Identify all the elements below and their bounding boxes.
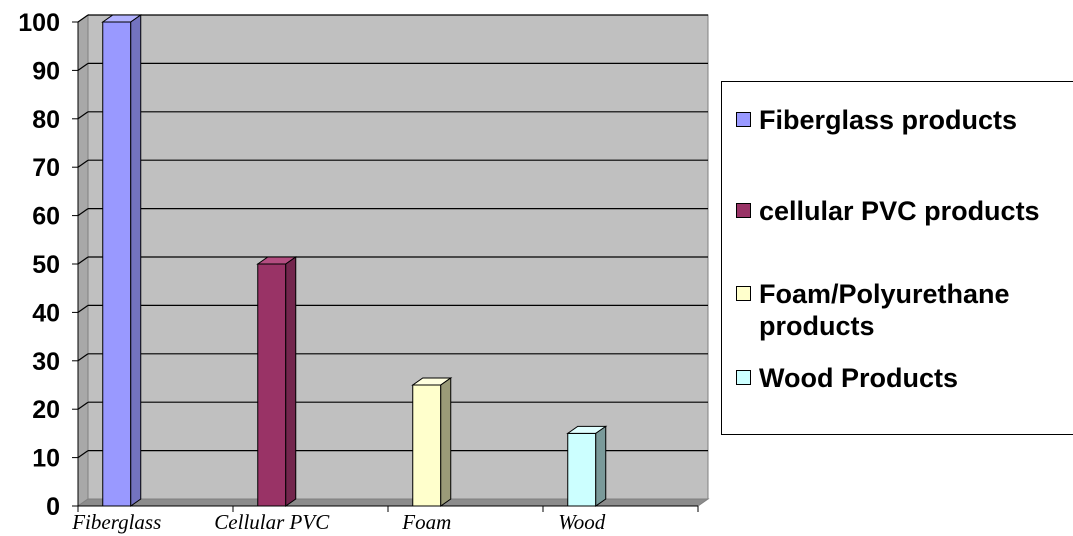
y-tick-label: 10 [32, 445, 60, 473]
gridline-side [77, 14, 89, 23]
bar-side [285, 256, 297, 507]
bar-side [440, 377, 452, 507]
gridline-side [77, 208, 89, 217]
y-tick-label: 40 [32, 299, 60, 327]
x-tick-label: Foam [401, 510, 451, 534]
legend-label: Wood Products [759, 363, 958, 393]
gridline-side [77, 401, 89, 410]
y-tick-label: 0 [46, 493, 60, 521]
legend-label: cellular PVC products [759, 196, 1040, 226]
bar-front [102, 21, 132, 507]
gridline-side [77, 353, 89, 362]
y-tick-label: 30 [32, 348, 60, 376]
y-tick-label: 50 [32, 251, 60, 279]
bar-side [130, 14, 142, 507]
gridline-side [77, 159, 89, 168]
legend-item: Fiberglass products [736, 104, 1073, 136]
legend-item: Wood Products [736, 362, 1073, 394]
bar-front [412, 384, 442, 507]
legend-swatch [736, 203, 751, 218]
bar-front [257, 263, 287, 507]
x-axis-ticks: Fiberglass Cellular PVC Foam Wood [71, 505, 699, 534]
y-axis-ticks: 0 10 20 30 40 50 60 70 80 90 100 [18, 9, 79, 521]
floor [76, 498, 710, 507]
legend-swatch [736, 286, 751, 301]
legend-swatch [736, 112, 751, 127]
y-tick-label: 70 [32, 154, 60, 182]
y-tick-label: 100 [18, 9, 60, 37]
y-tick-label: 20 [32, 396, 60, 424]
x-tick-label: Wood [558, 510, 606, 534]
x-tick-label: Fiberglass [71, 510, 161, 534]
gridline-side [77, 62, 89, 71]
legend-label: Foam/Polyurethane products [759, 279, 1010, 341]
gridline-side [77, 111, 89, 120]
legend-swatch [736, 370, 751, 385]
legend-item: Foam/Polyurethane products [736, 278, 1073, 342]
bars [101, 14, 608, 507]
gridline-side [77, 304, 89, 313]
plot-area [76, 14, 710, 507]
bar-front [567, 432, 597, 507]
legend-label: Fiberglass products [759, 105, 1018, 135]
gridline-side [77, 256, 89, 265]
y-tick-label: 90 [32, 57, 60, 85]
legend: Fiberglass products cellular PVC products… [721, 81, 1073, 435]
bar-side [595, 425, 607, 507]
gridline-side [77, 450, 89, 459]
legend-item: cellular PVC products [736, 195, 1073, 227]
x-tick-label: Cellular PVC [214, 510, 330, 534]
y-tick-label: 80 [32, 106, 60, 134]
y-tick-label: 60 [32, 203, 60, 231]
